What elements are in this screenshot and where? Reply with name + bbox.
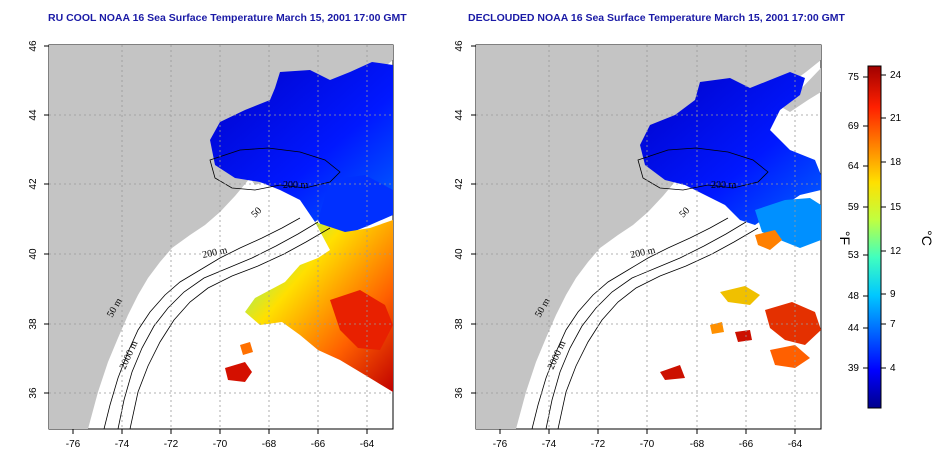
map-title-raw: RU COOL NOAA 16 Sea Surface Temperature … [48, 12, 407, 24]
sst-warm-patch [735, 330, 752, 342]
celsius-tick-label: 4 [890, 363, 896, 374]
lat-tick-label: 44 [28, 109, 39, 121]
fahrenheit-tick-label: 64 [848, 161, 860, 172]
fahrenheit-unit-label: °F [837, 231, 853, 245]
celsius-tick-label: 7 [890, 319, 896, 330]
axis-ticks [471, 45, 796, 434]
colorbar-ticks [863, 74, 886, 369]
celsius-tick-label: 15 [890, 202, 902, 213]
lon-tick-label: -74 [542, 439, 557, 450]
contour-200m [117, 221, 319, 429]
lat-tick-label: 46 [454, 40, 465, 52]
sst-warm-patch [755, 230, 782, 250]
lat-tick-label: 36 [28, 387, 39, 399]
celsius-tick-label: 21 [890, 113, 902, 124]
sst-warm-patch [225, 362, 252, 382]
lon-tick-label: -68 [262, 439, 277, 450]
sst-warm-patch [720, 286, 760, 305]
lon-tick-label: -64 [788, 439, 803, 450]
sst-warm-patch [770, 345, 810, 368]
fahrenheit-tick-label: 44 [848, 323, 860, 334]
lon-tick-label: -72 [164, 439, 179, 450]
contour-200m [545, 221, 747, 429]
fahrenheit-tick-label: 48 [848, 291, 860, 302]
contour-georges-bank [637, 147, 769, 191]
lat-tick-label: 36 [454, 387, 465, 399]
lat-tick-label: 46 [28, 40, 39, 52]
celsius-tick-label: 9 [890, 289, 896, 300]
nova-scotia [783, 68, 821, 112]
sst-warm-water [245, 220, 393, 392]
lat-tick-label: 38 [28, 318, 39, 330]
contour-label-200m-north: 200 m [711, 180, 737, 191]
contour-georges-bank [209, 147, 341, 191]
fahrenheit-tick-label: 59 [848, 202, 860, 213]
sst-warm-patch [660, 365, 685, 380]
lon-tick-label: -68 [690, 439, 705, 450]
lon-tick-label: -72 [591, 439, 606, 450]
land-mass [476, 45, 821, 429]
fahrenheit-tick-label: 39 [848, 363, 860, 374]
lon-tick-label: -66 [739, 439, 754, 450]
lon-tick-label: -74 [115, 439, 130, 450]
lat-tick-label: 44 [454, 109, 465, 121]
lon-tick-label: -76 [66, 439, 81, 450]
lon-tick-label: -64 [360, 439, 375, 450]
contour-label-200m: 200 m [201, 245, 228, 261]
fahrenheit-tick-label: 69 [848, 121, 860, 132]
lat-tick-label: 38 [454, 318, 465, 330]
sst-warm-eddy [765, 302, 821, 345]
sst-cold-water [640, 72, 821, 225]
celsius-unit-label: °C [919, 230, 935, 246]
axis-ticks [44, 45, 368, 434]
contour-2000m [557, 227, 759, 429]
temperature-colorbar: 75 69 64 59 53 48 44 39 24 21 18 15 12 9… [837, 65, 935, 409]
lat-tick-label: 40 [28, 248, 39, 260]
sst-warm-patch [710, 322, 724, 334]
lat-tick-label: 42 [28, 178, 39, 190]
contour-2000m [129, 227, 331, 429]
grid-lines [49, 45, 393, 429]
contour-50m [531, 217, 729, 429]
sst-warm-patch-small [240, 342, 253, 355]
contour-label-200m-north: 200 m [283, 180, 309, 191]
grid-lines [476, 45, 821, 429]
land-mass [49, 45, 393, 429]
contour-label-200m: 200 m [629, 245, 656, 261]
lon-tick-label: -70 [213, 439, 228, 450]
celsius-tick-label: 12 [890, 246, 902, 257]
sst-map-declouded: 200 m 2000 m 50 m 200 m 50 [454, 40, 822, 450]
celsius-tick-label: 18 [890, 157, 902, 168]
map-title-declouded: DECLOUDED NOAA 16 Sea Surface Temperatur… [468, 12, 845, 24]
fahrenheit-tick-label: 75 [848, 72, 860, 83]
lat-tick-label: 42 [454, 178, 465, 190]
lon-tick-label: -66 [311, 439, 326, 450]
contour-50m [103, 217, 301, 429]
fahrenheit-tick-label: 53 [848, 250, 860, 261]
sst-warm-eddy [330, 290, 393, 350]
lon-tick-label: -70 [640, 439, 655, 450]
lon-tick-label: -76 [493, 439, 508, 450]
colorbar-gradient [867, 65, 882, 409]
lat-tick-label: 40 [454, 248, 465, 260]
sst-map-raw: 200 m 2000 m 50 m 200 m 50 [28, 40, 394, 450]
celsius-tick-label: 24 [890, 70, 902, 81]
sst-cold-water-shelf [318, 175, 393, 235]
